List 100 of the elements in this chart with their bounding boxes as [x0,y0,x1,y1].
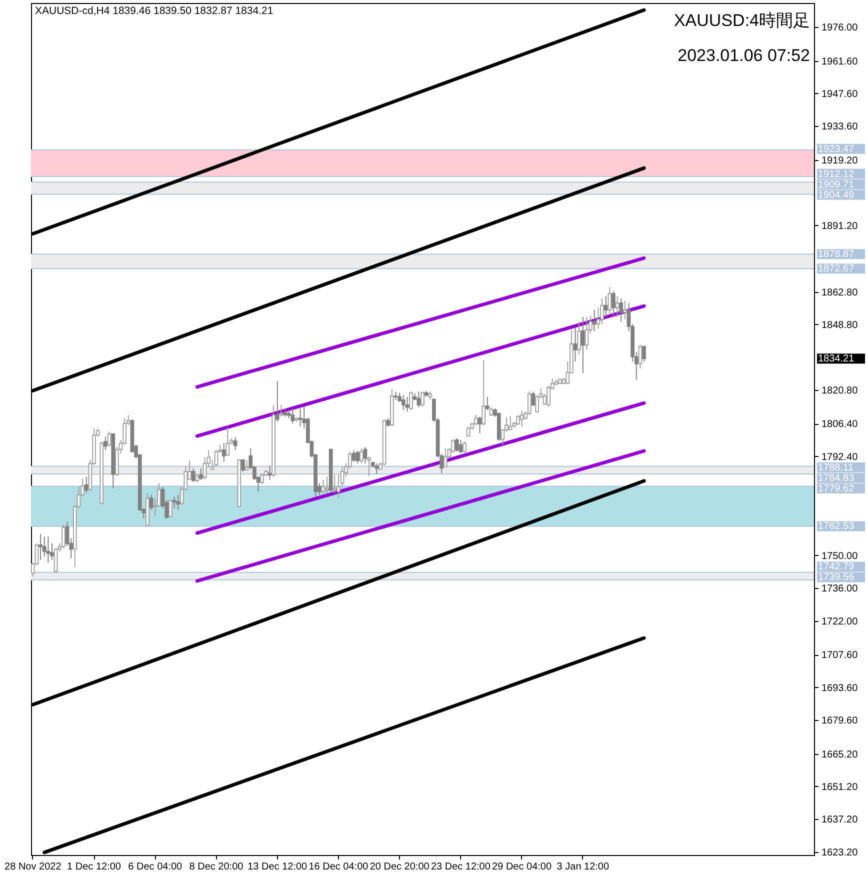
ref-line-label: 1742.79 [818,562,855,573]
candlestick [608,286,612,316]
candlestick [54,548,58,574]
candlestick [642,346,646,362]
candlestick [615,295,620,318]
candlestick [172,496,176,509]
candlestick [332,474,337,494]
candlestick [638,344,642,369]
x-tick-label: 6 Dec 04:00 [128,862,183,872]
candlestick [325,476,329,494]
candlestick [168,500,172,518]
candlestick [623,300,627,320]
x-tick-label: 3 Jan 12:00 [556,862,610,872]
candlestick [528,391,532,416]
y-tick-label: 1976.00 [822,22,858,34]
y-tick-label: 1693.60 [822,682,858,694]
y-tick-label: 1722.00 [822,616,858,628]
candlestick [84,476,88,494]
candlestick [584,316,589,350]
y-tick-label: 1637.20 [822,814,858,826]
candlestick [443,448,448,468]
text: XAUUSD:4時間足 [674,11,810,30]
ref-line-label: 1762.53 [818,521,855,532]
y-tick-label: 1933.60 [822,122,858,133]
candlestick [298,408,302,428]
y-tick-label: 1862.80 [822,287,858,298]
candlestick [233,436,238,451]
annotation: XAUUSD-cd,H4 1839.46 1839.50 1832.87 1834.21 [35,5,274,17]
candlestick [359,448,364,464]
candlestick [367,456,371,476]
x-tick-label: 29 Dec 04:00 [492,862,552,872]
candlestick [279,404,284,418]
y-tick-label: 1623.20 [822,847,858,858]
candlestick [482,360,486,426]
candlestick [352,450,356,462]
candlestick [486,396,490,411]
candlestick [474,414,478,426]
y-tick-label: 1961.60 [822,56,858,68]
candlestick [275,380,280,422]
candlestick [38,533,42,560]
y-tick-label: 1806.40 [822,419,858,430]
ref-line-label: 1739.56 [818,572,855,584]
candlestick [260,473,264,484]
candlestick [520,410,524,428]
candlestick [268,465,272,480]
y-tick-label: 1947.60 [822,88,858,100]
ref-line-label: 1909.71 [818,179,855,190]
candlestick [612,290,616,318]
candlestick [508,415,512,430]
candlestick [580,316,585,374]
ref-line-label: 1784.83 [818,472,855,484]
candlestick [199,468,203,480]
candlestick [241,458,245,472]
candlestick [226,426,230,456]
ref-line-label: 1923.47 [818,144,855,155]
candlestick [149,494,154,510]
candlestick [46,536,50,564]
y-tick-label: 1665.20 [822,749,858,760]
y-tick-label: 1891.20 [822,220,858,232]
candlestick [516,414,520,426]
y-tick-label: 1919.20 [822,155,858,166]
candlestick [420,391,424,408]
candlestick [478,416,482,434]
y-tick-label: 1736.00 [822,584,858,595]
candlestick [401,394,406,411]
y-tick-label: 1820.80 [822,385,858,396]
x-tick-label: 28 Nov 2022 [4,862,62,872]
ref-line-label: 1912.12 [818,168,855,180]
y-tick-label: 1651.20 [822,782,858,793]
candlestick [462,441,466,454]
candlestick [619,298,624,322]
candlestick [600,298,604,325]
ref-line-label: 1788.11 [818,462,854,474]
ref-line-label: 1872.67 [818,264,855,275]
x-tick-label: 13 Dec 12:00 [248,862,308,872]
candlestick [458,439,463,454]
candlestick [416,391,421,408]
candlestick [290,408,295,424]
candlestick [409,391,413,411]
x-tick-label: 1 Dec 12:00 [67,862,122,872]
text: 1834.21 [818,354,855,365]
candlestick [454,438,459,452]
candlestick [222,442,226,462]
candlestick [531,391,536,407]
ref-line-label: 1904.49 [818,190,855,201]
candlestick [104,436,108,451]
candlestick [62,524,66,549]
y-tick-label: 1750.00 [822,550,858,562]
y-tick-label: 1792.40 [822,452,858,463]
ref-line-label: 1779.62 [818,483,855,494]
candlestick [374,462,379,474]
candlestick [321,479,326,494]
x-tick-label: 8 Dec 20:00 [189,862,244,872]
candlestick [604,295,608,318]
candlestick [405,396,410,412]
ref-line-label: 1878.87 [818,249,855,260]
text: 2023.01.06 07:52 [678,46,810,65]
candlestick [577,321,582,355]
x-tick-label: 20 Dec 20:00 [370,862,430,872]
candlestick [176,494,180,510]
